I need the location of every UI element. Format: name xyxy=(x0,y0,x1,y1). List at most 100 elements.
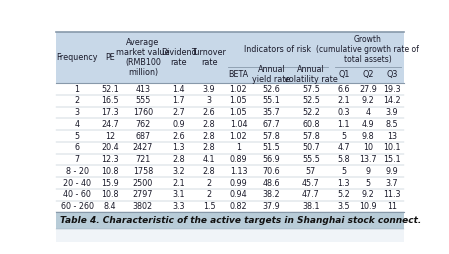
Text: 2: 2 xyxy=(75,96,79,105)
Text: 15.9: 15.9 xyxy=(101,179,119,187)
Text: Q2: Q2 xyxy=(362,70,374,80)
Text: 0.89: 0.89 xyxy=(229,155,247,164)
Text: 721: 721 xyxy=(135,155,150,164)
Bar xyxy=(56,142,404,154)
Text: 5.2: 5.2 xyxy=(337,190,350,199)
Text: 24.7: 24.7 xyxy=(101,120,119,129)
Text: 12: 12 xyxy=(105,132,115,141)
Text: Annual
volatility rate: Annual volatility rate xyxy=(284,66,338,85)
Text: 3.9: 3.9 xyxy=(202,85,216,94)
Text: 1.02: 1.02 xyxy=(229,85,247,94)
Text: 2.8: 2.8 xyxy=(202,167,216,176)
Text: 2: 2 xyxy=(207,190,211,199)
Text: 20 - 40: 20 - 40 xyxy=(63,179,91,187)
Text: BETA: BETA xyxy=(229,70,249,80)
Text: 2.8: 2.8 xyxy=(202,143,216,152)
Bar xyxy=(56,201,404,212)
Text: 40 - 60: 40 - 60 xyxy=(63,190,91,199)
Text: 1: 1 xyxy=(236,143,241,152)
Text: 2427: 2427 xyxy=(133,143,153,152)
Text: 3.9: 3.9 xyxy=(386,108,398,117)
Text: Annual
yield rate: Annual yield rate xyxy=(252,66,291,85)
Text: 67.7: 67.7 xyxy=(263,120,280,129)
Text: 57.5: 57.5 xyxy=(302,85,320,94)
Text: 15.1: 15.1 xyxy=(383,155,401,164)
Text: 3: 3 xyxy=(207,96,211,105)
Text: 1.05: 1.05 xyxy=(229,96,247,105)
Text: 1.3: 1.3 xyxy=(338,179,350,187)
Text: 413: 413 xyxy=(136,85,150,94)
Text: 38.1: 38.1 xyxy=(302,202,320,211)
Text: 1758: 1758 xyxy=(133,167,153,176)
Text: 4.7: 4.7 xyxy=(338,143,350,152)
Text: 8.5: 8.5 xyxy=(386,120,398,129)
Text: Turnover
rate: Turnover rate xyxy=(192,48,226,67)
Text: 55.5: 55.5 xyxy=(302,155,320,164)
Text: 3.3: 3.3 xyxy=(172,202,185,211)
Text: 52.5: 52.5 xyxy=(302,96,320,105)
Text: 3.1: 3.1 xyxy=(172,190,185,199)
Bar xyxy=(56,83,404,95)
Text: 1.7: 1.7 xyxy=(172,96,185,105)
Text: 4: 4 xyxy=(75,120,79,129)
Text: 6.6: 6.6 xyxy=(338,85,350,94)
Text: 6: 6 xyxy=(75,143,79,152)
Text: 10.1: 10.1 xyxy=(383,143,401,152)
Text: 2.6: 2.6 xyxy=(202,108,216,117)
Text: 2.7: 2.7 xyxy=(172,108,185,117)
Text: Growth
(cumulative growth rate of
total assets): Growth (cumulative growth rate of total … xyxy=(317,35,419,64)
Bar xyxy=(56,107,404,118)
Text: 38.2: 38.2 xyxy=(263,190,280,199)
Text: 9.9: 9.9 xyxy=(386,167,398,176)
Text: PE: PE xyxy=(105,53,115,62)
Text: 1.1: 1.1 xyxy=(338,120,350,129)
Text: 5.8: 5.8 xyxy=(338,155,350,164)
Text: 51.5: 51.5 xyxy=(263,143,280,152)
Text: 2500: 2500 xyxy=(133,179,153,187)
Text: 47.7: 47.7 xyxy=(302,190,320,199)
Text: 48.6: 48.6 xyxy=(263,179,280,187)
Text: 35.7: 35.7 xyxy=(263,108,280,117)
Text: Indicators of risk: Indicators of risk xyxy=(244,45,312,54)
Text: Average
market value
(RMB100
million): Average market value (RMB100 million) xyxy=(116,38,170,77)
Text: 52.1: 52.1 xyxy=(101,85,119,94)
Text: 0.82: 0.82 xyxy=(229,202,247,211)
Bar xyxy=(56,95,404,107)
Text: 45.7: 45.7 xyxy=(302,179,320,187)
Bar xyxy=(194,33,224,83)
Bar xyxy=(56,130,404,142)
Text: 9: 9 xyxy=(365,167,370,176)
Text: 3.7: 3.7 xyxy=(386,179,398,187)
Text: 60.8: 60.8 xyxy=(302,120,320,129)
Text: 2.8: 2.8 xyxy=(202,132,216,141)
Text: 2.1: 2.1 xyxy=(172,179,185,187)
Text: 57: 57 xyxy=(306,167,316,176)
Text: 56.9: 56.9 xyxy=(263,155,280,164)
Text: 50.7: 50.7 xyxy=(302,143,320,152)
Text: 14.2: 14.2 xyxy=(383,96,401,105)
Text: 10.9: 10.9 xyxy=(359,202,377,211)
Text: 3.2: 3.2 xyxy=(172,167,185,176)
Text: Table 4. Characteristic of the active targets in Shanghai stock connect.: Table 4. Characteristic of the active ta… xyxy=(60,216,422,225)
Text: 17.3: 17.3 xyxy=(101,108,119,117)
Bar xyxy=(56,33,404,83)
Text: 12.3: 12.3 xyxy=(101,155,119,164)
Bar xyxy=(290,67,332,83)
Bar xyxy=(332,67,356,83)
Text: 37.9: 37.9 xyxy=(263,202,280,211)
Text: 4: 4 xyxy=(365,108,370,117)
Text: 2.8: 2.8 xyxy=(202,120,216,129)
Text: 10.8: 10.8 xyxy=(101,190,119,199)
Text: 9.2: 9.2 xyxy=(361,190,374,199)
Text: 0.94: 0.94 xyxy=(229,190,247,199)
Text: 57.8: 57.8 xyxy=(263,132,280,141)
Text: 1760: 1760 xyxy=(133,108,153,117)
Bar xyxy=(332,33,404,67)
Text: 2.6: 2.6 xyxy=(172,132,185,141)
Bar xyxy=(224,33,332,67)
Text: 3: 3 xyxy=(75,108,79,117)
Text: 5: 5 xyxy=(75,132,79,141)
Bar xyxy=(122,33,164,83)
Text: 13.7: 13.7 xyxy=(359,155,377,164)
Bar xyxy=(56,118,404,130)
